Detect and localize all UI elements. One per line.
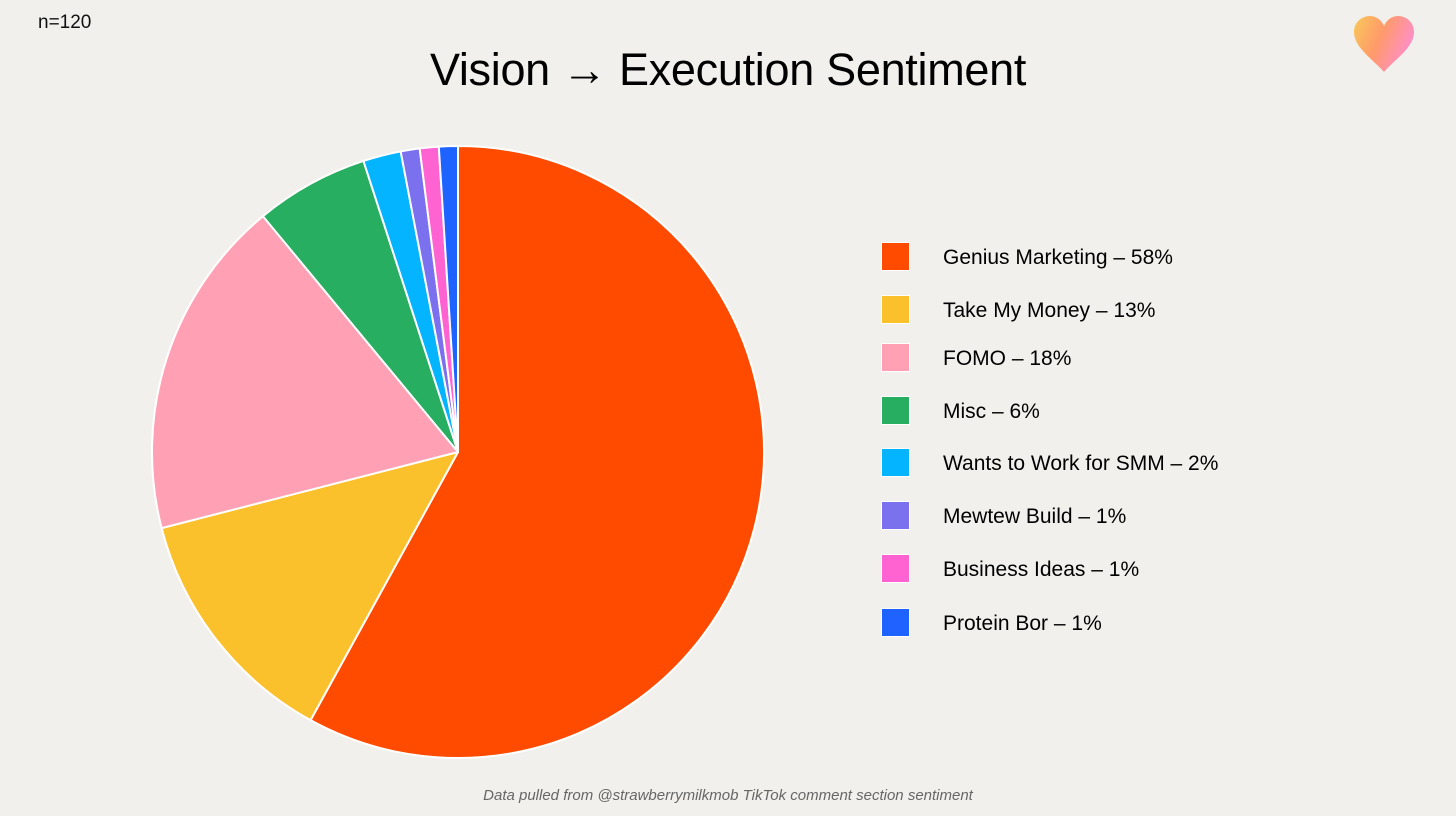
legend-label: FOMO – 18% (943, 347, 1071, 371)
heart-icon (1352, 14, 1416, 74)
chart-title: Vision → Execution Sentiment (0, 44, 1456, 96)
legend-item: FOMO – 18% (881, 342, 1281, 374)
legend-label: Take My Money – 13% (943, 299, 1155, 323)
legend-label: Mewtew Build – 1% (943, 505, 1126, 529)
legend-swatch (881, 343, 910, 372)
legend-label: Business Ideas – 1% (943, 558, 1139, 582)
pie-chart (148, 142, 768, 762)
legend-swatch (881, 396, 910, 425)
legend-swatch (881, 608, 910, 637)
legend-item: Misc – 6% (881, 395, 1281, 427)
legend-label: Misc – 6% (943, 400, 1040, 424)
legend-swatch (881, 554, 910, 583)
legend-label: Wants to Work for SMM – 2% (943, 452, 1218, 476)
legend-item: Take My Money – 13% (881, 294, 1281, 326)
legend-item: Wants to Work for SMM – 2% (881, 447, 1281, 479)
legend-swatch (881, 448, 910, 477)
footnote: Data pulled from @strawberrymilkmob TikT… (0, 787, 1456, 804)
legend-swatch (881, 501, 910, 530)
legend-item: Business Ideas – 1% (881, 553, 1281, 585)
legend-label: Genius Marketing – 58% (943, 246, 1173, 270)
legend-swatch (881, 295, 910, 324)
legend-swatch (881, 242, 910, 271)
sample-size-label: n=120 (38, 12, 91, 34)
legend-item: Protein Bor – 1% (881, 607, 1281, 639)
legend-label: Protein Bor – 1% (943, 612, 1102, 636)
legend-item: Mewtew Build – 1% (881, 500, 1281, 532)
legend-item: Genius Marketing – 58% (881, 241, 1281, 273)
